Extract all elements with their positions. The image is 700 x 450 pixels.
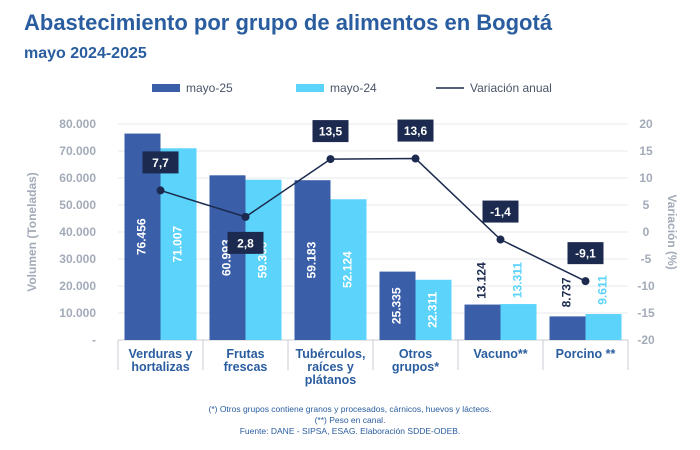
variation-label-box [482, 200, 519, 223]
y-tick-label: 80.000 [59, 117, 96, 131]
variation-label: 13,5 [319, 125, 343, 139]
y-tick-label: - [92, 333, 96, 347]
bar-mayo-24 [500, 304, 537, 340]
category-label: raíces y [307, 360, 354, 374]
category-label: Otros [399, 347, 432, 361]
legend-swatch-mayo-25 [152, 84, 180, 92]
category-label: hortalizas [131, 360, 189, 374]
category-label: plátanos [305, 373, 356, 387]
y2-tick-label: 0 [643, 225, 650, 239]
variation-point [241, 212, 250, 221]
variation-label: 2,8 [237, 236, 254, 250]
bar-mayo-25 [379, 271, 416, 340]
y2-tick-label: 10 [639, 171, 653, 185]
variation-label-box [312, 120, 349, 143]
y-axis-title: Volumen (Toneladas) [25, 172, 39, 292]
footnote-source: Fuente: DANE - SIPSA, ESAG. Elaboración … [239, 426, 461, 436]
chart-title: Abastecimiento por grupo de alimentos en… [24, 10, 553, 35]
category-label: Frutas [226, 347, 264, 361]
category-label: grupos* [392, 360, 439, 374]
y-tick-label: 40.000 [59, 225, 96, 239]
y-tick-label: 20.000 [59, 279, 96, 293]
bar-mayo-25 [294, 180, 331, 340]
variation-line [160, 157, 586, 282]
legend-swatch-mayo-24 [296, 84, 324, 92]
variation-point [326, 155, 335, 164]
bar-label-mayo-25: 8.737 [560, 277, 574, 307]
y2-tick-label: -10 [637, 279, 655, 293]
bar-mayo-25 [464, 304, 501, 340]
y-tick-label: 50.000 [59, 198, 96, 212]
legend-label-variacion: Variación anual [470, 81, 552, 95]
category-label: Verduras y [129, 347, 193, 361]
y-tick-label: 60.000 [59, 171, 96, 185]
y2-tick-label: 20 [639, 117, 653, 131]
bar-label-mayo-24: 13.311 [511, 262, 525, 298]
bar-label-mayo-24: 9.611 [596, 275, 610, 305]
bar-label-mayo-25: 13.124 [475, 262, 489, 299]
variation-point [496, 235, 505, 244]
bar-mayo-24 [585, 314, 622, 340]
variation-label-box [227, 231, 264, 254]
y2-tick-label: -5 [641, 252, 652, 266]
category-label: Tubérculos, [296, 347, 366, 361]
variation-label: 13,6 [404, 124, 428, 138]
footnote-otros-grupos: (*) Otros grupos contiene granos y proce… [208, 404, 492, 414]
legend-label-mayo-25: mayo-25 [186, 81, 233, 95]
bar-mayo-24 [415, 279, 452, 340]
category-label: Porcino ** [556, 347, 616, 361]
bar-label-mayo-25: 76.456 [135, 218, 149, 255]
y2-tick-label: 15 [639, 144, 653, 158]
bar-label-mayo-24: 52.124 [341, 251, 355, 288]
bar-label-mayo-25: 25.335 [390, 287, 404, 324]
bar-mayo-24 [245, 179, 282, 340]
y-tick-label: 70.000 [59, 144, 96, 158]
y2-tick-label: -15 [637, 306, 655, 320]
variation-label-box [142, 151, 179, 174]
bar-label-mayo-24: 71.007 [171, 225, 185, 262]
chart-subtitle: mayo 2024-2025 [24, 45, 147, 62]
y2-tick-label: 5 [643, 198, 650, 212]
category-label: frescas [224, 360, 268, 374]
footnote-peso-canal: (**) Peso en canal. [314, 415, 386, 425]
legend-label-mayo-24: mayo-24 [330, 81, 377, 95]
variation-point [411, 154, 420, 163]
variation-label: -9,1 [575, 247, 596, 261]
bar-mayo-24 [330, 199, 367, 340]
bar-mayo-24 [160, 148, 197, 340]
variation-label-box [567, 242, 604, 265]
category-label: Vacuno** [473, 347, 527, 361]
variation-label-box [397, 119, 434, 142]
bar-mayo-25 [209, 175, 246, 340]
y2-tick-label: -20 [637, 333, 655, 347]
y-tick-label: 30.000 [59, 252, 96, 266]
variation-point [581, 277, 590, 286]
variation-point [156, 186, 165, 195]
y2-axis-title: Variación (%) [665, 194, 679, 269]
variation-label: 7,7 [152, 156, 169, 170]
bar-mayo-25 [549, 316, 586, 340]
variation-label: -1,4 [490, 205, 511, 219]
bar-label-mayo-24: 22.311 [426, 292, 440, 328]
bar-label-mayo-25: 59.183 [305, 241, 319, 278]
y-tick-label: 10.000 [59, 306, 96, 320]
